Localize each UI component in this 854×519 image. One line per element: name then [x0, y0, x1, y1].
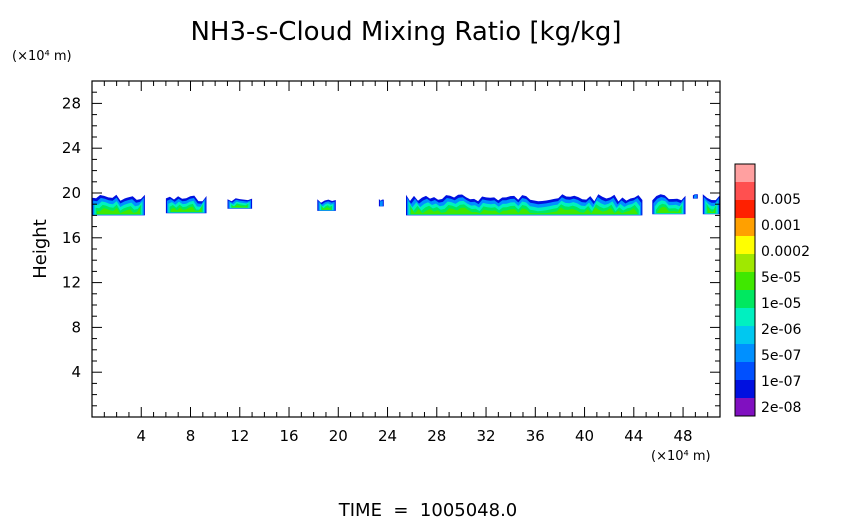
y-tick-label: 24	[62, 139, 81, 157]
y-tick-label: 12	[62, 274, 81, 292]
colorbar-label: 2e-08	[761, 400, 801, 416]
cloud-region	[652, 194, 686, 215]
colorbar-frame	[734, 163, 756, 417]
x-tick-label: 48	[674, 427, 693, 445]
y-tick-label: 4	[71, 363, 81, 381]
cloud-region	[378, 199, 384, 207]
y-tick-label: 28	[62, 94, 81, 112]
x-tick-label: 12	[230, 427, 249, 445]
x-tick-label: 44	[624, 427, 643, 445]
cloud-region	[165, 195, 207, 214]
colorbar-label: 1e-07	[761, 374, 801, 390]
colorbar-swatch	[735, 236, 755, 255]
cloud-region	[317, 199, 336, 211]
cloud-region	[692, 194, 698, 199]
colorbar-swatch	[735, 308, 755, 327]
cloud-contour	[232, 205, 248, 208]
colorbar-swatch	[735, 200, 755, 219]
x-tick-label: 8	[186, 427, 196, 445]
cloud-contour	[410, 207, 638, 215]
colorbar-label: 2e-06	[761, 322, 801, 338]
y-axis-unit: (×10⁴ m)	[12, 49, 72, 64]
plot-frame	[91, 80, 721, 418]
colorbar-labels: 0.005 0.001 0.0002 5e-05 1e-05 2e-06 5e-07 1e-0…	[761, 192, 810, 416]
y-axis-label: Height	[30, 219, 51, 279]
y-tick-label: 20	[62, 184, 81, 202]
cloud-contour	[657, 206, 681, 213]
y-tick-labels: 4 8 12 16 20 24 28	[62, 94, 81, 381]
x-tick-label: 36	[526, 427, 545, 445]
axis-ticks	[92, 81, 720, 417]
colorbar-label: 0.0002	[761, 244, 810, 260]
cloud-region	[92, 194, 145, 216]
x-tick-label: 16	[279, 427, 298, 445]
colorbar-label: 5e-05	[761, 270, 801, 286]
cloud-contour	[694, 194, 697, 199]
x-tick-label: 32	[476, 427, 495, 445]
colorbar-swatch	[735, 326, 755, 345]
x-tick-label: 28	[427, 427, 446, 445]
x-tick-label: 4	[136, 427, 146, 445]
chart-title: NH3-s-Cloud Mixing Ratio [kg/kg]	[190, 17, 621, 47]
cloud-contour	[322, 206, 331, 210]
colorbar-swatch	[735, 164, 755, 183]
colorbar-swatch	[735, 362, 755, 381]
cloud-contour	[96, 207, 140, 215]
colorbar-swatch	[735, 380, 755, 399]
colorbar-swatch	[735, 344, 755, 363]
cloud-contour	[380, 200, 383, 207]
cloud-contour	[707, 206, 716, 213]
colorbar-swatch	[735, 272, 755, 291]
colorbar-label: 1e-05	[761, 296, 801, 312]
x-tick-label: 20	[329, 427, 348, 445]
colorbar	[734, 163, 756, 417]
colorbar-label: 5e-07	[761, 348, 801, 364]
time-footer: TIME = 1005048.0	[338, 500, 518, 519]
cloud-region	[406, 194, 643, 216]
y-tick-label: 8	[71, 318, 81, 336]
colorbar-label: 0.005	[761, 192, 801, 208]
cloud-field	[92, 194, 720, 216]
x-tick-labels: 4 8 12 16 20 24 28 32 36 40 44 48	[136, 427, 692, 445]
colorbar-swatch	[735, 398, 755, 417]
colorbar-swatch	[735, 254, 755, 273]
cloud-contour	[170, 206, 202, 212]
colorbar-swatch	[735, 218, 755, 237]
x-tick-label: 40	[575, 427, 594, 445]
colorbar-swatch	[735, 290, 755, 309]
y-tick-label: 16	[62, 229, 81, 247]
colorbar-swatch	[735, 182, 755, 201]
colorbar-label: 0.001	[761, 218, 801, 234]
x-tick-label: 24	[378, 427, 397, 445]
cloud-region	[702, 194, 720, 215]
cloud-region	[227, 198, 253, 209]
x-axis-unit: (×10⁴ m)	[651, 449, 711, 464]
